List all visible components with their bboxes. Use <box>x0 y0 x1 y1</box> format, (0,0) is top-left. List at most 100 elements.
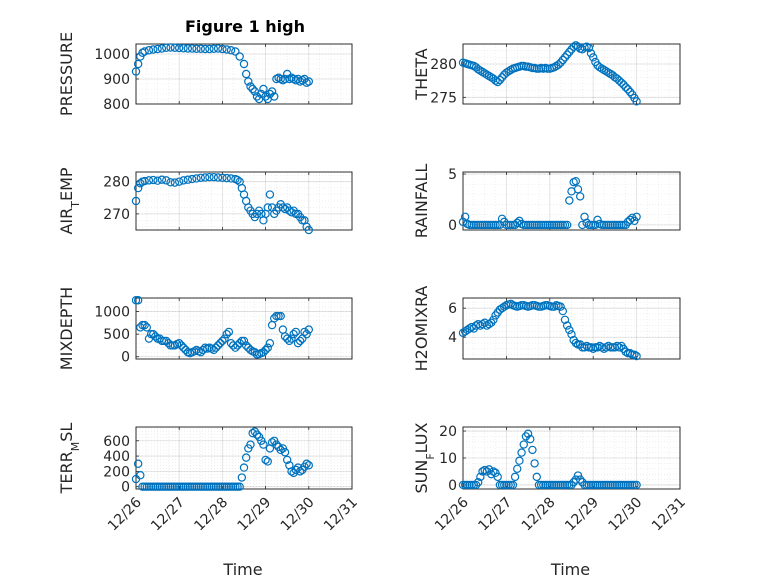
data-point <box>261 345 270 355</box>
data-point <box>136 471 145 480</box>
axes-box <box>135 426 353 490</box>
data-point <box>205 44 214 54</box>
data-point <box>545 220 555 230</box>
data-point <box>480 220 489 230</box>
data-point <box>283 334 292 343</box>
data-point <box>528 445 537 455</box>
data-point <box>625 87 635 97</box>
y-tick-label: 500 <box>103 327 130 343</box>
data-point <box>560 480 570 490</box>
data-point <box>628 480 637 490</box>
data-point <box>530 220 539 230</box>
data-point <box>495 480 505 490</box>
data-point <box>504 220 513 230</box>
data-point <box>593 215 602 225</box>
data-point <box>278 203 288 212</box>
data-point <box>218 173 227 182</box>
data-point <box>207 344 216 353</box>
data-point <box>504 480 513 490</box>
data-point <box>560 220 570 230</box>
data-point <box>133 59 143 69</box>
data-point <box>209 44 218 53</box>
data-point <box>136 179 145 188</box>
data-point <box>599 65 609 75</box>
data-point <box>619 80 628 89</box>
data-point <box>179 176 188 185</box>
data-point <box>183 44 193 53</box>
data-point <box>190 347 199 356</box>
data-point <box>304 225 313 235</box>
data-point <box>177 341 186 350</box>
data-point <box>593 480 602 490</box>
data-point <box>491 468 500 478</box>
data-point <box>602 480 611 490</box>
data-point <box>183 175 193 184</box>
y-tick-label: 600 <box>103 434 130 450</box>
data-point <box>597 64 607 73</box>
data-point <box>222 45 231 54</box>
data-point <box>471 220 481 230</box>
data-point <box>484 319 494 329</box>
series-markers <box>131 172 313 235</box>
data-point <box>276 311 285 321</box>
data-point <box>597 220 607 230</box>
y-axis-label-2: AIRTEMP <box>57 167 82 234</box>
data-point <box>632 97 641 106</box>
x-tick-label: 12/28 <box>191 495 231 535</box>
data-point <box>157 175 167 184</box>
data-point <box>213 44 223 53</box>
data-point <box>554 220 563 230</box>
data-point <box>589 53 598 62</box>
data-point <box>458 217 468 227</box>
data-point <box>482 467 492 476</box>
series-markers <box>458 176 641 230</box>
data-point <box>536 220 546 230</box>
data-point <box>582 480 591 490</box>
data-point <box>467 220 476 230</box>
y-tick-label: 280 <box>430 57 457 73</box>
data-point <box>617 480 626 490</box>
data-point <box>196 348 205 357</box>
data-point <box>151 332 160 341</box>
data-point <box>632 212 641 221</box>
axes-box <box>135 171 353 231</box>
axes-box <box>135 297 353 360</box>
data-point <box>213 173 223 182</box>
data-point <box>552 480 561 490</box>
data-point <box>612 220 622 230</box>
data-point <box>591 343 600 352</box>
data-point <box>623 85 633 94</box>
data-point <box>248 84 257 94</box>
data-point <box>280 204 290 214</box>
data-point <box>257 89 266 99</box>
data-point <box>179 343 188 352</box>
data-point <box>140 176 149 186</box>
data-point <box>549 220 559 230</box>
data-point <box>534 480 544 490</box>
data-point <box>293 338 303 348</box>
y-tick-label: 0 <box>448 478 457 494</box>
data-point <box>621 480 630 490</box>
data-point <box>265 338 275 348</box>
data-point <box>248 428 257 438</box>
data-point <box>558 55 568 65</box>
data-point <box>565 47 574 57</box>
data-point <box>283 455 292 465</box>
y-tick-label: 270 <box>103 207 130 223</box>
data-point <box>632 351 641 361</box>
subplot-air-temp: 270 280 AIRTEMP <box>57 167 353 235</box>
data-point <box>239 463 249 472</box>
x-tick-label: 12/29 <box>235 495 275 535</box>
data-point <box>606 220 615 230</box>
data-point <box>200 44 210 54</box>
data-point <box>630 480 639 490</box>
x-tick-label: 12/26 <box>105 494 145 534</box>
data-point <box>261 92 270 101</box>
data-point <box>610 480 620 490</box>
data-point <box>222 173 231 183</box>
data-point <box>508 220 518 230</box>
data-point <box>586 480 596 490</box>
data-point <box>595 63 604 72</box>
